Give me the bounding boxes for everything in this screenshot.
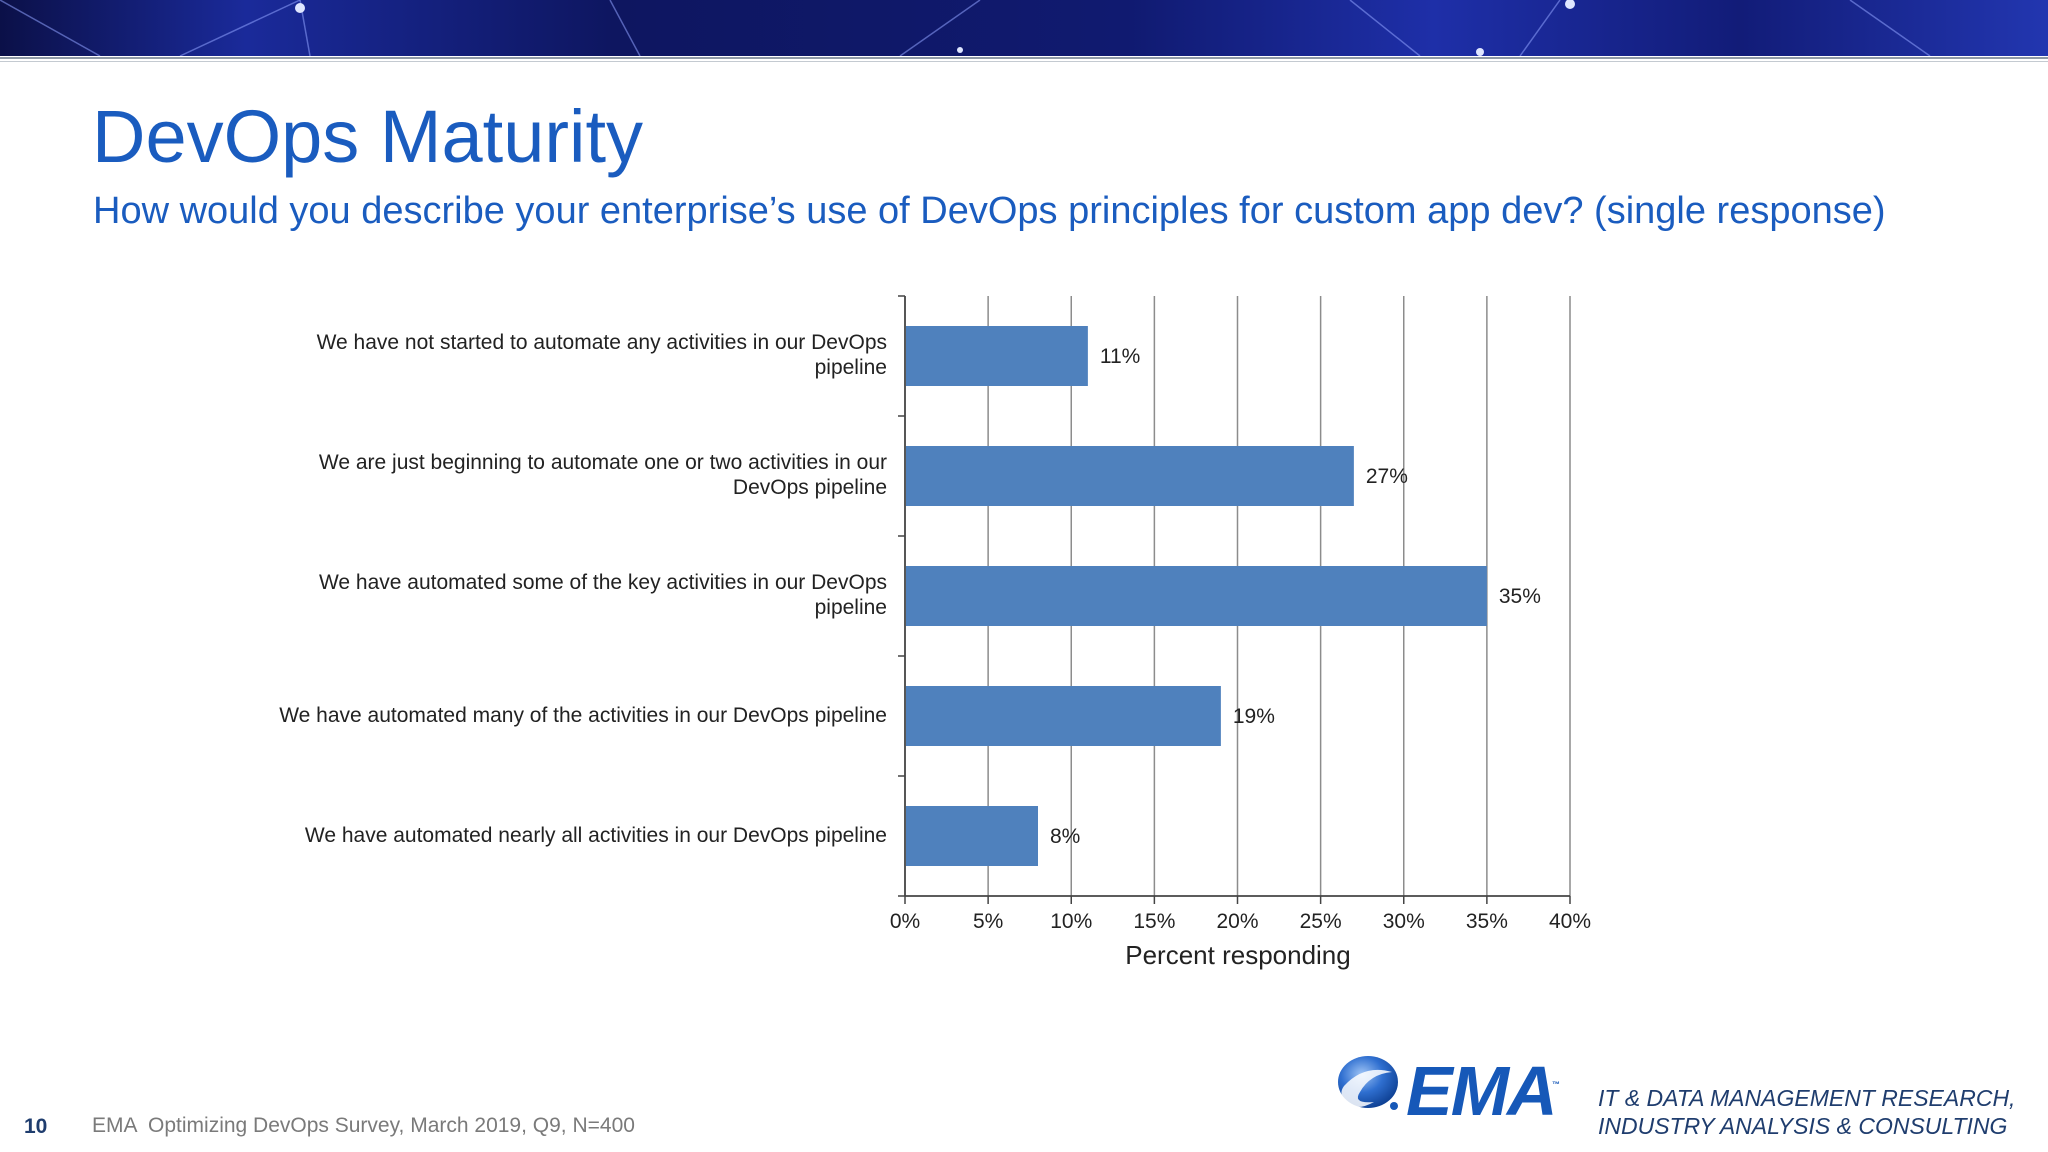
x-tick-label: 30% [1383,910,1425,933]
data-label: 35% [1499,585,1541,608]
category-label: We are just beginning to automate one or… [318,451,887,499]
banner-rule-thin [0,61,2048,62]
data-label: 11% [1100,345,1140,368]
header-banner [0,0,2048,56]
bar [906,686,1221,746]
logo-text: EMA [1406,1052,1558,1130]
category-label: We have automated some of the key activi… [318,571,887,619]
x-tick-label: 25% [1300,910,1342,933]
slide-title: DevOps Maturity [92,95,644,178]
x-tick-label: 35% [1466,910,1508,933]
data-label: 27% [1366,465,1408,488]
tagline-line-2: INDUSTRY ANALYSIS & CONSULTING [1598,1113,2008,1139]
source-note: EMA Optimizing DevOps Survey, March 2019… [92,1114,635,1137]
data-label: 8% [1050,825,1080,848]
tagline: IT & DATA MANAGEMENT RESEARCH, INDUSTRY … [1598,1084,2015,1140]
trademark: ™ [1552,1080,1560,1089]
bar [906,806,1038,866]
banner-rule [0,57,2048,59]
x-tick-label: 20% [1216,910,1258,933]
bar [906,566,1487,626]
ema-swoosh-icon [1338,1056,1398,1110]
x-tick-label: 15% [1133,910,1175,933]
tagline-line-1: IT & DATA MANAGEMENT RESEARCH, [1598,1085,2016,1111]
bar [906,446,1354,506]
x-tick-label: 5% [973,910,1003,933]
x-tick-label: 40% [1549,910,1591,933]
x-tick-label: 0% [890,910,920,933]
bar-chart: 11% 27% 35% 19% 8% 0% 5% 10% 15% 20% 25% 30% 35% 40%… [890,295,1591,970]
category-label: We have not started to automate any acti… [316,331,887,379]
x-axis-title: Percent responding [1125,940,1350,970]
category-label: We have automated many of the activities… [279,704,887,727]
data-label: 19% [1233,705,1275,728]
bar [906,326,1088,386]
x-tick-label: 10% [1050,910,1092,933]
slide-subtitle: How would you describe your enterprise’s… [93,190,1886,232]
category-label: We have automated nearly all activities … [304,824,887,847]
page-number: 10 [24,1115,48,1138]
